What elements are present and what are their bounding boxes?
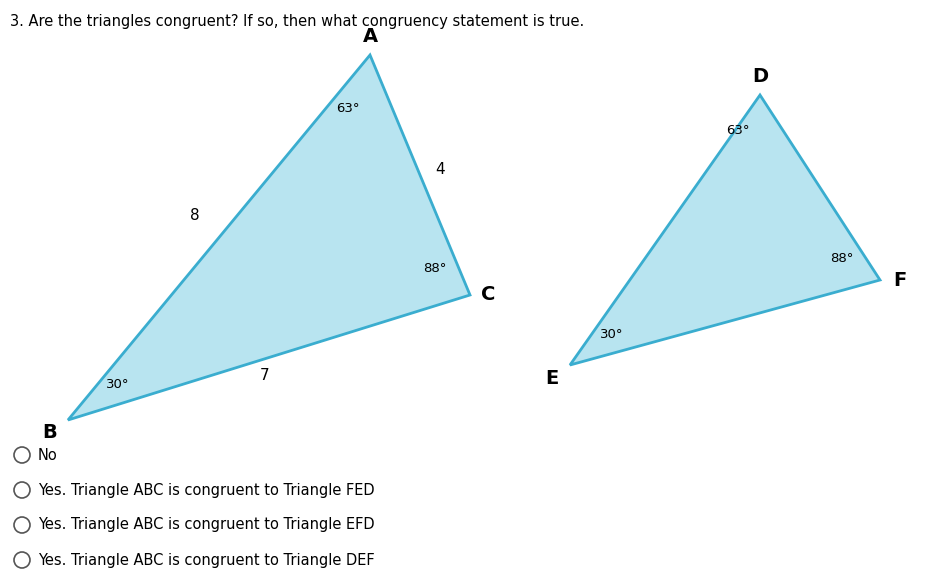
Text: 7: 7: [260, 368, 270, 383]
Text: 30°: 30°: [600, 328, 624, 342]
Text: 3. Are the triangles congruent? If so, then what congruency statement is true.: 3. Are the triangles congruent? If so, t…: [10, 14, 584, 29]
Text: Yes. Triangle ABC is congruent to Triangle FED: Yes. Triangle ABC is congruent to Triang…: [38, 482, 375, 497]
Polygon shape: [68, 55, 470, 420]
Text: B: B: [43, 422, 57, 441]
Text: 4: 4: [435, 163, 445, 178]
Text: 30°: 30°: [107, 379, 130, 392]
Text: E: E: [545, 369, 558, 388]
Text: C: C: [481, 286, 496, 305]
Text: 8: 8: [190, 208, 200, 223]
Text: No: No: [38, 448, 58, 463]
Text: Yes. Triangle ABC is congruent to Triangle EFD: Yes. Triangle ABC is congruent to Triang…: [38, 518, 375, 533]
Text: F: F: [893, 271, 907, 290]
Text: D: D: [752, 68, 768, 87]
Polygon shape: [570, 95, 880, 365]
Text: 63°: 63°: [726, 123, 750, 137]
Text: 88°: 88°: [424, 261, 447, 275]
Text: Yes. Triangle ABC is congruent to Triangle DEF: Yes. Triangle ABC is congruent to Triang…: [38, 553, 375, 568]
Text: 63°: 63°: [337, 102, 360, 114]
Text: 88°: 88°: [830, 252, 854, 264]
Text: A: A: [363, 28, 378, 47]
